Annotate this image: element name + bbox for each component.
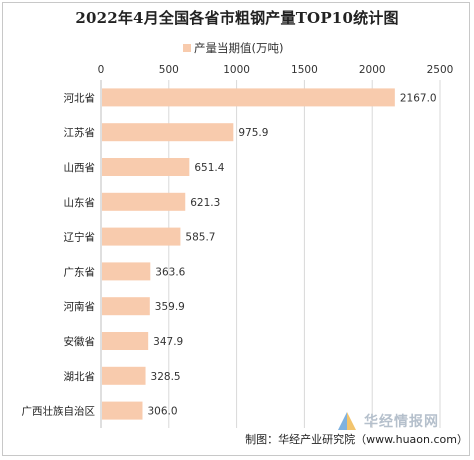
bar — [102, 366, 146, 385]
x-tick-label: 0 — [98, 64, 105, 76]
data-label: 328.5 — [151, 371, 181, 383]
y-tick-label: 江苏省 — [64, 126, 96, 139]
watermark: 华经情报网 — [336, 408, 462, 434]
bar — [102, 227, 181, 246]
y-tick-label: 广西壮族自治区 — [22, 405, 96, 418]
y-tick-label: 安徽省 — [64, 335, 96, 348]
y-tick-label: 河南省 — [64, 300, 96, 313]
y-tick-label: 河北省 — [64, 91, 96, 104]
bar — [102, 88, 395, 107]
bar — [102, 262, 151, 281]
x-tick-label: 500 — [159, 64, 179, 76]
data-label: 306.0 — [147, 406, 177, 418]
data-label: 651.4 — [194, 162, 224, 174]
data-label: 363.6 — [155, 266, 185, 278]
y-tick-label: 辽宁省 — [64, 231, 96, 244]
bar — [102, 332, 149, 350]
source-note: 制图：华经产业研究院（www.huaon.com） — [245, 433, 468, 446]
x-tick-label: 1000 — [223, 64, 250, 76]
legend-swatch — [183, 44, 191, 52]
y-tick-label: 山西省 — [64, 161, 96, 174]
watermark-text: 华经情报网 — [364, 414, 439, 430]
y-tick-label: 广东省 — [64, 265, 96, 278]
x-tick-label: 1500 — [291, 64, 318, 76]
chart-title: 2022年4月全国各省市粗钢产量TOP10统计图 — [75, 9, 399, 27]
x-tick-label: 2500 — [427, 64, 454, 76]
y-tick-label: 湖北省 — [64, 370, 96, 383]
y-tick-label: 山东省 — [64, 196, 96, 209]
bar — [102, 401, 143, 420]
bar — [102, 123, 234, 142]
chart-frame — [2, 2, 470, 456]
legend: 产量当期值(万吨) — [183, 40, 283, 56]
data-label: 621.3 — [190, 197, 220, 209]
bar — [102, 192, 186, 211]
legend-label: 产量当期值(万吨) — [194, 41, 284, 55]
data-label: 347.9 — [153, 336, 183, 348]
data-label: 359.9 — [155, 301, 185, 313]
bar — [102, 158, 190, 176]
data-label: 585.7 — [185, 232, 215, 244]
x-tick-label: 2000 — [359, 64, 386, 76]
watermark-logo-icon — [338, 412, 356, 430]
data-label: 2167.0 — [400, 92, 437, 104]
data-label: 975.9 — [238, 127, 268, 139]
bar — [102, 297, 150, 316]
